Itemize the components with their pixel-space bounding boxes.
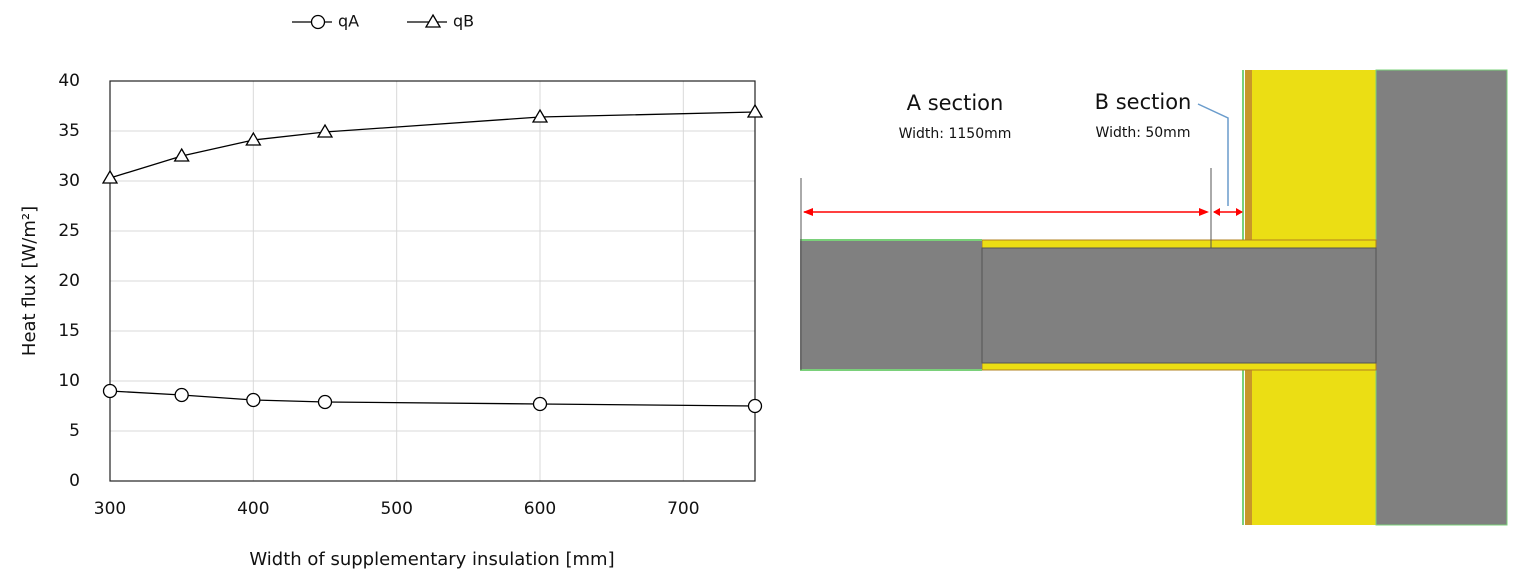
- y-tick-label: 15: [58, 321, 80, 341]
- x-tick-label: 500: [380, 499, 412, 519]
- marker: [747, 398, 763, 414]
- marker: [532, 396, 548, 412]
- y-tick-label: 30: [58, 171, 80, 191]
- x-tick-label: 400: [237, 499, 269, 519]
- marker: [531, 108, 549, 123]
- y-tick-label: 10: [58, 371, 80, 391]
- x-axis-label: Width of supplementary insulation [mm]: [249, 549, 614, 570]
- section-width: Width: 50mm: [1096, 125, 1191, 141]
- marker: [101, 169, 119, 184]
- leader: [1197, 103, 1229, 206]
- series-line: [109, 111, 756, 179]
- arrow-head: [1213, 208, 1243, 216]
- marker: [102, 383, 118, 399]
- y-tick-label: 40: [58, 71, 80, 91]
- strip: [981, 362, 1377, 371]
- diagram: A section Width: 1150mm B section Width:…: [800, 69, 1508, 526]
- marker: [310, 14, 326, 30]
- marker: [173, 147, 190, 162]
- plot-frame: [109, 80, 756, 482]
- strip: [981, 239, 1377, 249]
- marker: [424, 13, 442, 28]
- y-tick-label: 25: [58, 221, 80, 241]
- x-tick-label: 700: [667, 499, 699, 519]
- series-line: [109, 390, 756, 407]
- slab: [981, 247, 1377, 364]
- y-tick-label: 0: [69, 471, 80, 491]
- y-axis-label: Heat flux [W/m²]: [19, 206, 40, 356]
- marker: [316, 123, 334, 138]
- y-tick-label: 20: [58, 271, 80, 291]
- marker: [317, 394, 333, 410]
- column: [1375, 69, 1508, 526]
- y-tick-label: 35: [58, 121, 80, 141]
- legend-label: qA: [338, 12, 359, 31]
- marker: [246, 392, 261, 408]
- x-tick-label: 600: [524, 499, 556, 519]
- section-title: A section: [907, 91, 1004, 115]
- y-tick-label: 5: [69, 421, 80, 441]
- slab: [800, 241, 982, 370]
- section-width: Width: 1150mm: [899, 126, 1012, 142]
- marker: [245, 131, 262, 146]
- marker: [746, 103, 764, 118]
- x-tick-label: 300: [94, 499, 126, 519]
- legend-label: qB: [453, 12, 474, 31]
- section-title: B section: [1095, 90, 1192, 114]
- marker: [174, 387, 189, 403]
